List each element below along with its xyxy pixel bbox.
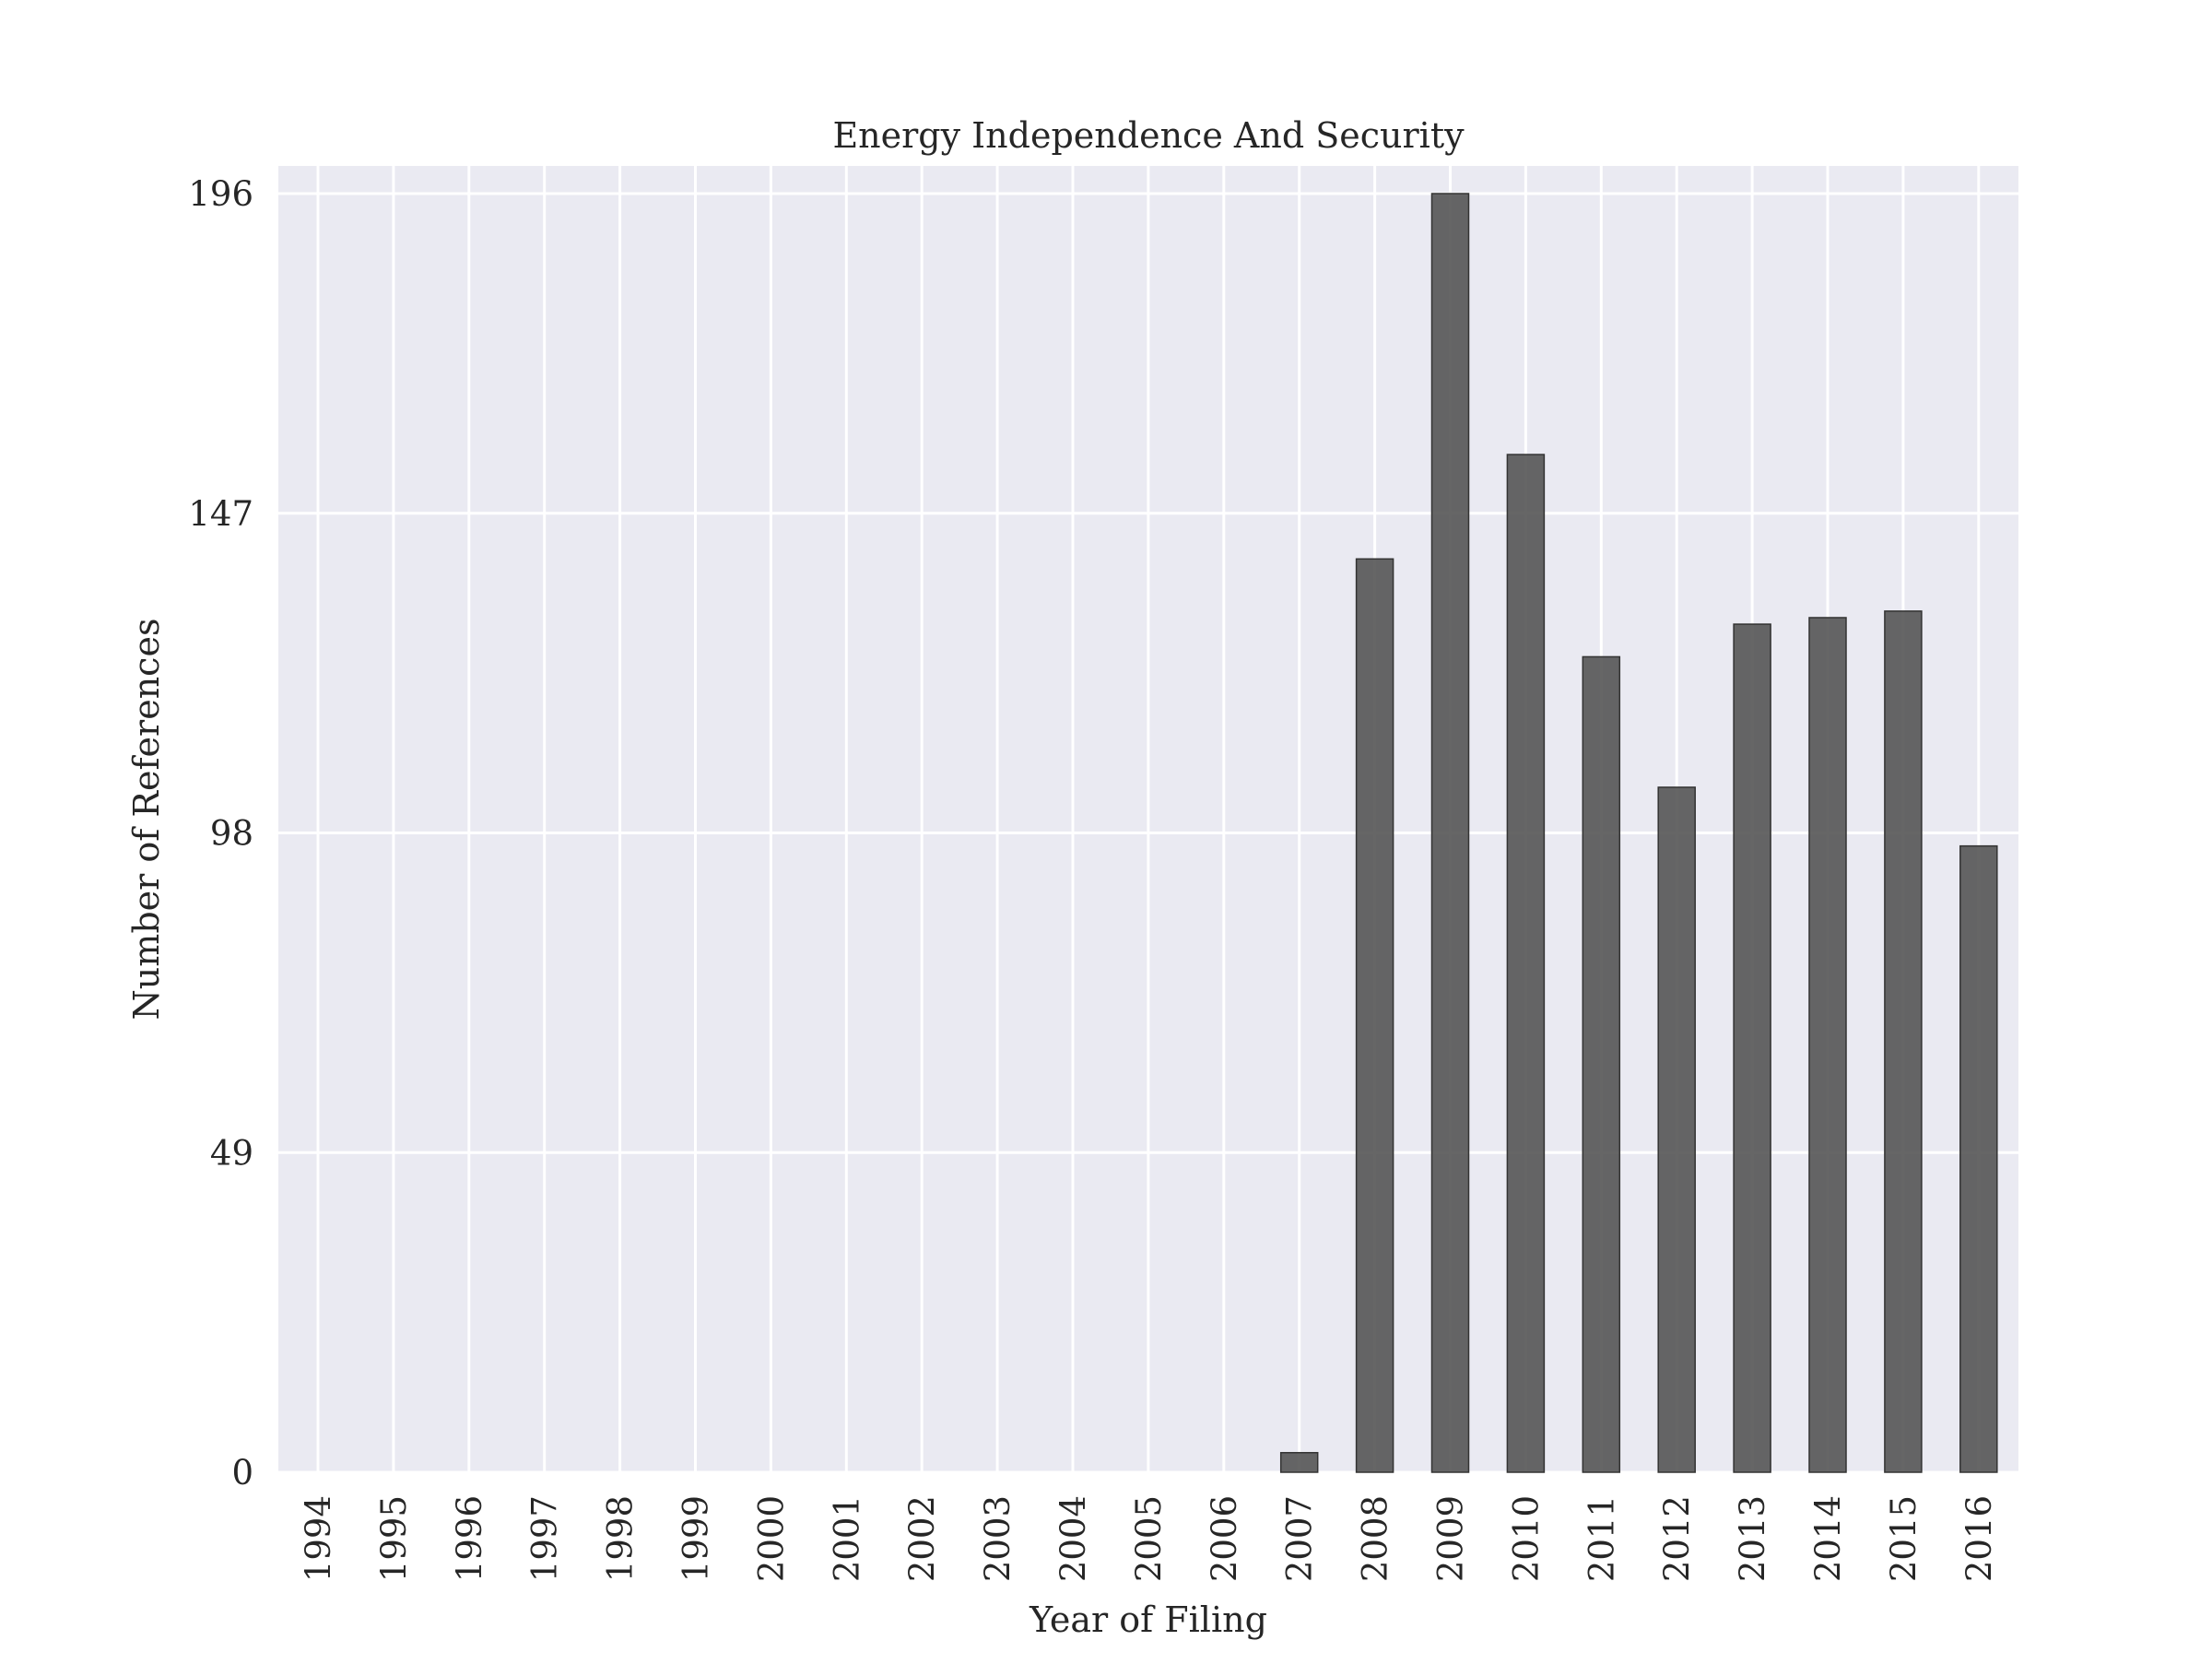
- bar-2011: [1582, 655, 1621, 1473]
- x-tick-label: 2001: [827, 1495, 866, 1582]
- bar-2008: [1355, 558, 1394, 1473]
- bar-2007: [1279, 1452, 1319, 1473]
- bar-2013: [1733, 623, 1771, 1473]
- x-tick-label: 1996: [450, 1495, 489, 1582]
- y-tick-label: 98: [210, 814, 253, 854]
- x-tick-label: 2015: [1884, 1495, 1924, 1582]
- x-tick-label: 2009: [1431, 1495, 1471, 1582]
- x-tick-label: 2010: [1506, 1495, 1546, 1582]
- x-tick-label: 2006: [1205, 1495, 1244, 1582]
- x-tick-label: 2013: [1733, 1495, 1772, 1582]
- x-tick-label: 2002: [902, 1495, 942, 1582]
- chart-title: Energy Independence And Security: [832, 115, 1465, 156]
- bar-2009: [1430, 193, 1470, 1473]
- x-tick-label: 2003: [978, 1495, 1018, 1582]
- x-tick-label: 1999: [677, 1495, 716, 1582]
- bar-2010: [1506, 454, 1546, 1473]
- bar-2016: [1959, 844, 1998, 1473]
- x-tick-labels: 1994 1995 1996 1997 1998 1999 2000 2001 2002 2003…: [299, 1495, 1999, 1582]
- y-tick-label: 147: [188, 494, 253, 534]
- y-tick-labels: 0 49 98 147 196: [188, 174, 253, 1493]
- x-axis-label: Year of Filing: [1029, 1599, 1267, 1640]
- x-tick-label: 2014: [1808, 1495, 1848, 1582]
- x-tick-label: 2016: [1959, 1495, 1999, 1582]
- x-tick-label: 2005: [1129, 1495, 1169, 1582]
- bars: [1279, 193, 1998, 1473]
- x-tick-label: 2008: [1356, 1495, 1395, 1582]
- x-tick-label: 1994: [299, 1495, 338, 1582]
- x-tick-label: 1998: [601, 1495, 641, 1582]
- x-tick-label: 1997: [525, 1495, 565, 1582]
- bar-2014: [1808, 617, 1847, 1473]
- y-tick-label: 0: [231, 1453, 253, 1493]
- y-axis-label: Number of References: [126, 619, 167, 1021]
- x-tick-label: 1995: [374, 1495, 414, 1582]
- bar-2012: [1657, 786, 1696, 1473]
- x-tick-label: 2004: [1053, 1495, 1093, 1582]
- y-tick-label: 49: [210, 1133, 253, 1173]
- x-tick-label: 2000: [751, 1495, 791, 1582]
- x-tick-label: 2007: [1280, 1495, 1320, 1582]
- x-tick-label: 2012: [1657, 1495, 1697, 1582]
- y-tick-label: 196: [188, 174, 253, 214]
- x-tick-label: 2011: [1582, 1495, 1621, 1582]
- bar-2015: [1884, 610, 1923, 1473]
